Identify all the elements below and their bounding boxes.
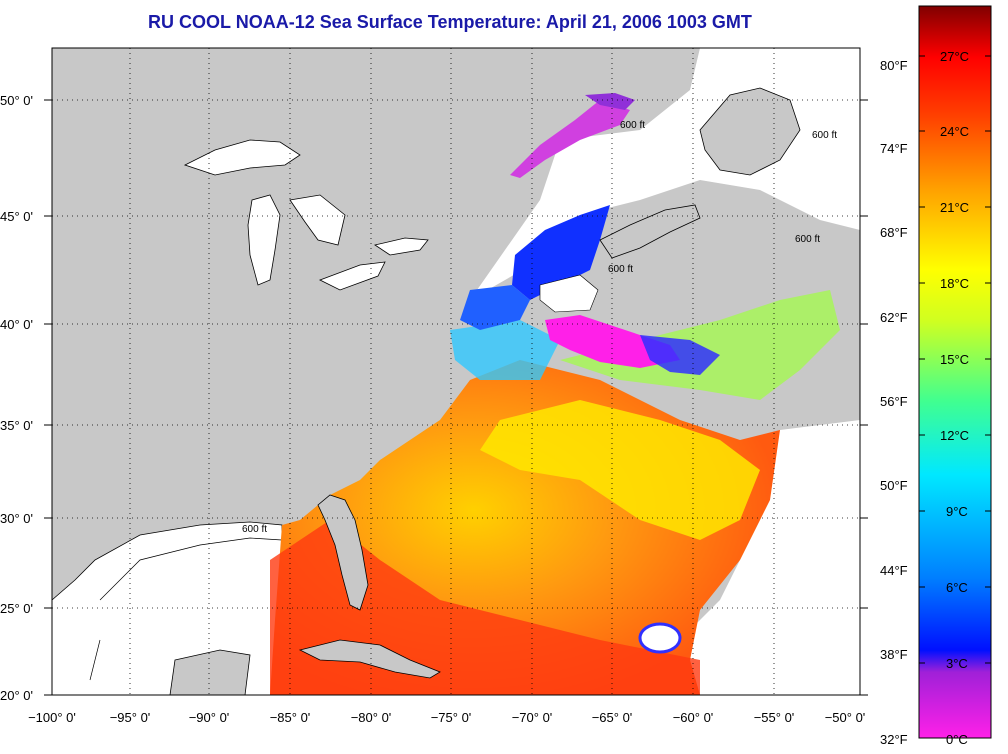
lat-tick-35: 35° 0' <box>0 418 33 433</box>
lon-tick-minus95: −95° 0' <box>110 710 151 725</box>
colorbar-c-12: 12°C <box>940 428 969 443</box>
gulf-isobath <box>89 537 283 681</box>
lon-tick-minus65: −65° 0' <box>592 710 633 725</box>
florida-land <box>317 494 369 611</box>
lon-tick-minus100: −100° 0' <box>28 710 76 725</box>
lat-tick-20: 20° 0' <box>0 688 33 703</box>
yucatan-land <box>169 649 251 695</box>
lon-tick-minus80: −80° 0' <box>351 710 392 725</box>
colorbar-f-80: 80°F <box>880 58 908 73</box>
map-area: 600 ft 600 ft 600 ft 600 ft 600 ft <box>52 48 860 695</box>
lat-tick-45: 45° 0' <box>0 209 33 224</box>
lon-tick-minus55: −55° 0' <box>754 710 795 725</box>
colorbar-f-62: 62°F <box>880 310 908 325</box>
colorbar-gradient <box>918 5 992 739</box>
sst-cyan-shelf <box>450 320 560 380</box>
lat-tick-25: 25° 0' <box>0 601 33 616</box>
lake-ontario <box>374 237 429 256</box>
colorbar-c-6: 6°C <box>946 580 968 595</box>
sst-blue-gulf-of-maine <box>512 205 610 300</box>
lat-tick-50: 50° 0' <box>0 93 33 108</box>
sst-blue-shelf <box>460 285 530 330</box>
lake-erie <box>319 261 386 291</box>
colorbar-f-68: 68°F <box>880 225 908 240</box>
colorbar-f-50: 50°F <box>880 478 908 493</box>
colorbar-f-44: 44°F <box>880 563 908 578</box>
newfoundland-land <box>699 87 801 176</box>
lon-tick-minus50: −50° 0' <box>825 710 866 725</box>
lon-tick-minus90: −90° 0' <box>189 710 230 725</box>
colorbar-c-21: 21°C <box>940 200 969 215</box>
map-frame <box>51 47 861 696</box>
lake-huron <box>289 194 346 246</box>
lon-tick-minus75: −75° 0' <box>431 710 472 725</box>
sst-blue-cold <box>640 335 720 375</box>
isobath-label-scotian: 600 ft <box>608 264 633 275</box>
isobath-label-labrador: 600 ft <box>620 120 645 131</box>
colorbar-c-3: 3°C <box>946 656 968 671</box>
colorbar-c-0: 0°C <box>946 732 968 747</box>
colorbar: 27°C 24°C 21°C 18°C 15°C 12°C 9°C 6°C 3°… <box>880 5 992 747</box>
longitude-axis: −100° 0' −95° 0' −90° 0' −85° 0' −80° 0'… <box>28 710 865 725</box>
colorbar-f-38: 38°F <box>880 647 908 662</box>
colorbar-c-9: 9°C <box>946 504 968 519</box>
cloud-mask <box>470 48 860 695</box>
cuba-land <box>298 639 441 679</box>
lon-tick-minus70: −70° 0' <box>512 710 553 725</box>
sst-magenta-cold <box>545 315 680 368</box>
georges-bank-cloud <box>539 274 599 313</box>
nova-scotia-land <box>599 204 701 259</box>
colorbar-c-24: 24°C <box>940 124 969 139</box>
lake-superior <box>183 139 301 176</box>
lat-tick-40: 40° 0' <box>0 317 33 332</box>
lake-michigan <box>247 194 281 286</box>
sst-cold-eddy <box>638 622 682 654</box>
sst-st-lawrence-purple <box>585 93 635 110</box>
isobath-label-gulf: 600 ft <box>242 524 267 535</box>
lon-tick-minus85: −85° 0' <box>270 710 311 725</box>
colorbar-f-74: 74°F <box>880 141 908 156</box>
map-title: RU COOL NOAA-12 Sea Surface Temperature:… <box>148 12 752 32</box>
isobath-label-newfoundland: 600 ft <box>812 130 837 141</box>
lon-tick-minus60: −60° 0' <box>673 710 714 725</box>
isobath-label-grand-banks: 600 ft <box>795 234 820 245</box>
colorbar-f-56: 56°F <box>880 394 908 409</box>
sst-yellow-core <box>480 400 760 540</box>
colorbar-c-27: 27°C <box>940 49 969 64</box>
latitude-axis: 20° 0' 25° 0' 30° 0' 35° 0' 40° 0' 45° 0… <box>0 93 868 703</box>
colorbar-c-18: 18°C <box>940 276 969 291</box>
colorbar-f-32: 32°F <box>880 732 908 747</box>
sst-st-lawrence-magenta <box>510 100 630 178</box>
colorbar-c-15: 15°C <box>940 352 969 367</box>
lat-tick-30: 30° 0' <box>0 511 33 526</box>
